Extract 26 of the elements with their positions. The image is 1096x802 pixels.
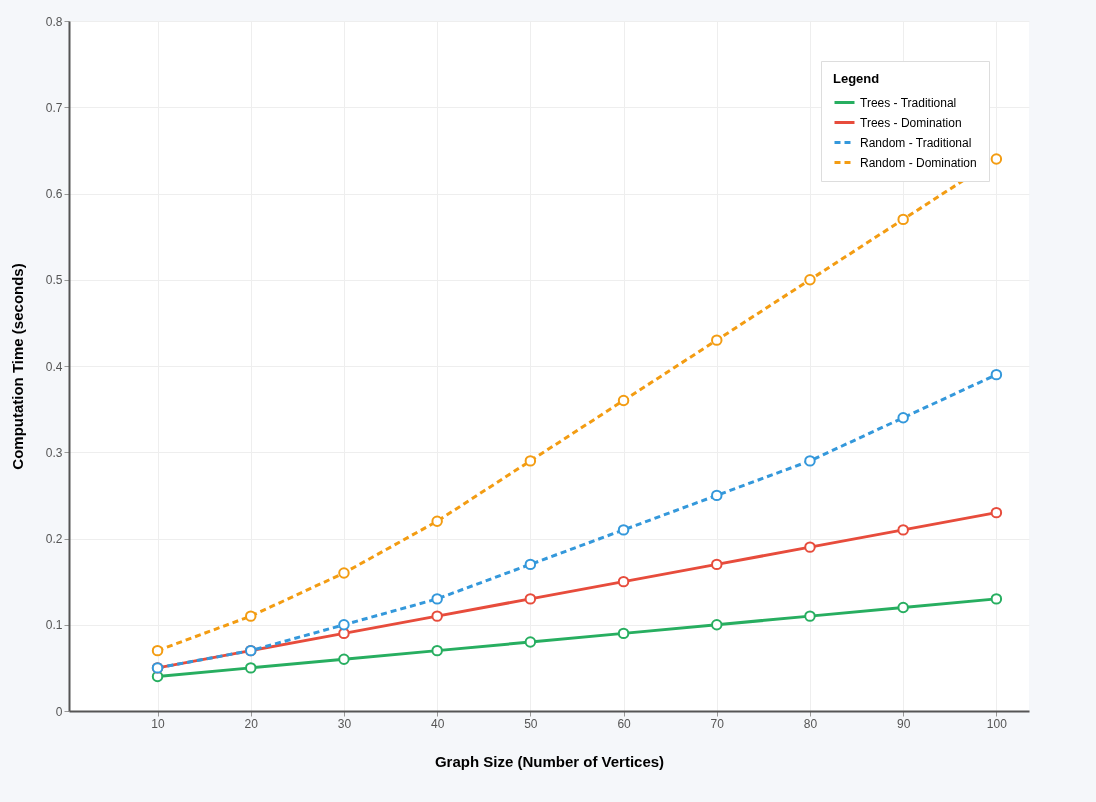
x-tick-label: 30 bbox=[337, 716, 352, 731]
y-tick-label: 0.1 bbox=[45, 618, 63, 633]
x-tick-label: 50 bbox=[524, 716, 538, 731]
legend-title: Legend bbox=[833, 71, 880, 86]
x-tick-label: 90 bbox=[897, 716, 911, 731]
legend-label: Trees - Domination bbox=[860, 115, 962, 130]
legend-label: Random - Domination bbox=[860, 155, 977, 170]
x-tick-label: 20 bbox=[244, 716, 259, 731]
y-tick-label: 0.5 bbox=[45, 273, 63, 288]
y-tick-label: 0.8 bbox=[45, 14, 63, 29]
x-axis-title: Graph Size (Number of Vertices) bbox=[434, 752, 665, 770]
y-tick-label: 0.3 bbox=[45, 445, 63, 460]
y-tick-label: 0.7 bbox=[45, 100, 63, 115]
y-tick-label: 0.6 bbox=[45, 187, 63, 201]
y-axis-title: Computation Time (seconds) bbox=[8, 263, 26, 470]
x-tick-label: 10 bbox=[151, 716, 166, 731]
x-tick-label: 60 bbox=[617, 716, 632, 731]
y-tick-label: 0 bbox=[55, 704, 63, 719]
y-tick-label: 0.4 bbox=[45, 359, 63, 374]
legend-label: Trees - Traditional bbox=[860, 95, 957, 110]
x-tick-label: 100 bbox=[986, 716, 1008, 731]
x-tick-label: 40 bbox=[430, 716, 445, 731]
x-tick-label: 70 bbox=[710, 716, 725, 731]
x-tick-label: 80 bbox=[803, 716, 818, 731]
legend-label: Random - Traditional bbox=[860, 135, 972, 150]
y-tick-label: 0.2 bbox=[45, 532, 63, 546]
